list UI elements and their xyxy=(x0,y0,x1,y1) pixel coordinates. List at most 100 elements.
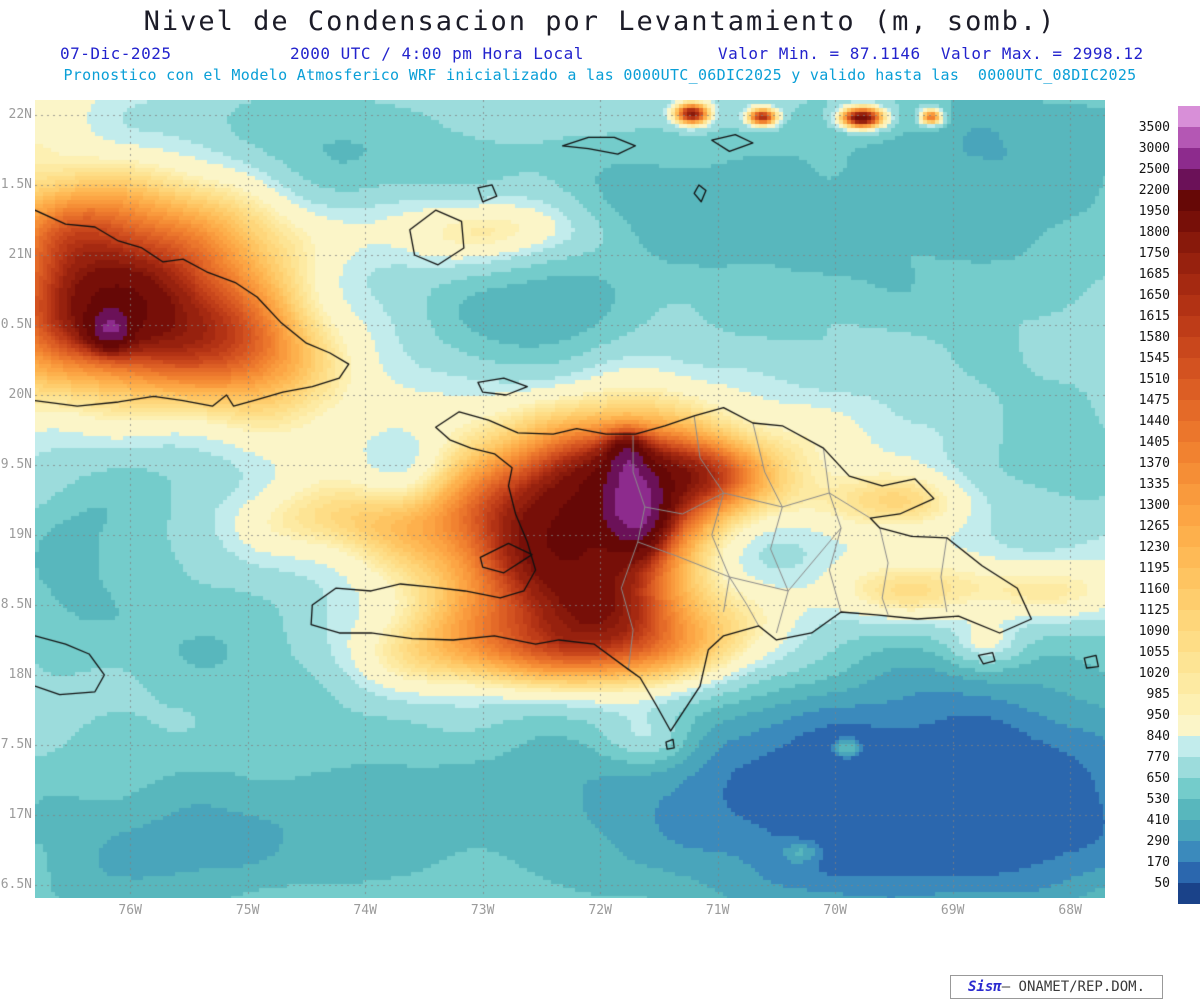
colorbar-cell xyxy=(1178,379,1200,400)
model-run-line: Pronostico con el Modelo Atmosferico WRF… xyxy=(63,66,1137,84)
colorbar-label: 650 xyxy=(1146,771,1170,786)
colorbar-cell xyxy=(1178,757,1200,778)
colorbar-label: 3000 xyxy=(1138,141,1170,156)
colorbar-label: 1300 xyxy=(1138,498,1170,513)
y-tick-label: 21N xyxy=(8,246,32,262)
colorbar-label: 530 xyxy=(1146,792,1170,807)
colorbar-cell xyxy=(1178,547,1200,568)
x-tick-label: 75W xyxy=(235,903,260,918)
colorbar-label: 1265 xyxy=(1138,519,1170,534)
colorbar-label: 1580 xyxy=(1138,330,1170,345)
y-tick-label: 22N xyxy=(8,106,32,122)
y-tick-label: 17N xyxy=(8,806,32,822)
colorbar-label: 1475 xyxy=(1138,393,1170,408)
colorbar-cell xyxy=(1178,526,1200,547)
colorbar-cell xyxy=(1178,253,1200,274)
watermark-suffix: — ONAMET/REP.DOM. xyxy=(1001,979,1145,995)
colorbar-cell xyxy=(1178,568,1200,589)
colorbar-label: 1020 xyxy=(1138,666,1170,681)
colorbar-label: 1230 xyxy=(1138,540,1170,555)
colorbar-cell xyxy=(1178,106,1200,127)
colorbar-cell xyxy=(1178,232,1200,253)
colorbar-cell xyxy=(1178,883,1200,904)
colorbar-cell xyxy=(1178,841,1200,862)
colorbar-cell xyxy=(1178,652,1200,673)
y-tick-label: 0.5N xyxy=(0,316,32,332)
colorbar-cell xyxy=(1178,211,1200,232)
colorbar-label: 950 xyxy=(1146,708,1170,723)
colorbar-cell xyxy=(1178,127,1200,148)
colorbar-cell xyxy=(1178,736,1200,757)
colorbar-label: 410 xyxy=(1146,813,1170,828)
colorbar-cell xyxy=(1178,799,1200,820)
y-tick-label: 1.5N xyxy=(0,176,32,192)
colorbar-label: 1685 xyxy=(1138,267,1170,282)
colorbar-label: 1800 xyxy=(1138,225,1170,240)
colorbar-label: 1510 xyxy=(1138,372,1170,387)
colorbar-label: 770 xyxy=(1146,750,1170,765)
colorbar-label: 170 xyxy=(1146,855,1170,870)
watermark: Sisπ — ONAMET/REP.DOM. xyxy=(950,975,1163,999)
colorbar-cell xyxy=(1178,715,1200,736)
colorbar-cell xyxy=(1178,610,1200,631)
colorbar-label: 1160 xyxy=(1138,582,1170,597)
colorbar-cell xyxy=(1178,400,1200,421)
y-tick-label: 9.5N xyxy=(0,456,32,472)
colorbar-label: 1650 xyxy=(1138,288,1170,303)
value-max-label: Valor Max. = 2998.12 xyxy=(940,44,1144,63)
colorbar-cell xyxy=(1178,505,1200,526)
y-tick-label: 7.5N xyxy=(0,736,32,752)
colorbar-cell xyxy=(1178,190,1200,211)
colorbar-cell xyxy=(1178,778,1200,799)
colorbar-cell xyxy=(1178,442,1200,463)
page-title: Nivel de Condensacion por Levantamiento … xyxy=(143,6,1057,37)
x-tick-label: 74W xyxy=(353,903,377,918)
colorbar-cell xyxy=(1178,316,1200,337)
x-tick-label: 70W xyxy=(823,903,847,918)
colorbar-label: 1440 xyxy=(1138,414,1170,429)
colorbar-label: 2500 xyxy=(1138,162,1170,177)
map-area: Sisπ — ONAMET/REP.DOM. xyxy=(35,100,1163,999)
colorbar-label: 1195 xyxy=(1138,561,1170,576)
header-line: 07-Dic-2025 2000 UTC / 4:00 pm Hora Loca… xyxy=(0,44,1200,64)
value-min-label: Valor Min. = 87.1146 xyxy=(718,44,921,63)
colorbar-label: 1090 xyxy=(1138,624,1170,639)
colorbar xyxy=(1178,106,1200,904)
colorbar-label: 1055 xyxy=(1138,645,1170,660)
y-tick-label: 19N xyxy=(8,526,32,542)
colorbar-cell xyxy=(1178,631,1200,652)
x-tick-label: 69W xyxy=(940,903,965,918)
colorbar-label: 2200 xyxy=(1138,183,1170,198)
colorbar-cell xyxy=(1178,295,1200,316)
colorbar-label: 50 xyxy=(1154,876,1170,891)
colorbar-label: 1950 xyxy=(1138,204,1170,219)
colorbar-label: 985 xyxy=(1146,687,1170,702)
forecast-date: 07-Dic-2025 xyxy=(60,44,172,63)
colorbar-label: 1335 xyxy=(1138,477,1170,492)
weather-map-page: { "title": "Nivel de Condensacion por Le… xyxy=(0,6,1200,999)
x-tick-label: 68W xyxy=(1058,903,1082,918)
colorbar-cell xyxy=(1178,589,1200,610)
y-tick-label: 20N xyxy=(8,386,32,402)
map-canvas xyxy=(35,100,1105,898)
watermark-brand: Sisπ xyxy=(967,979,1002,995)
y-tick-label: 18N xyxy=(8,666,32,682)
colorbar-cell xyxy=(1178,820,1200,841)
colorbar-cell xyxy=(1178,862,1200,883)
colorbar-label: 840 xyxy=(1146,729,1170,744)
colorbar-label: 290 xyxy=(1146,834,1170,849)
colorbar-cell xyxy=(1178,169,1200,190)
minmax-gap xyxy=(921,44,941,63)
x-tick-label: 73W xyxy=(470,903,495,918)
colorbar-label: 1405 xyxy=(1138,435,1170,450)
x-tick-label: 72W xyxy=(588,903,612,918)
colorbar-cell xyxy=(1178,484,1200,505)
forecast-time: 2000 UTC / 4:00 pm Hora Local xyxy=(290,44,584,63)
colorbar-cell xyxy=(1178,673,1200,694)
colorbar-label: 1370 xyxy=(1138,456,1170,471)
colorbar-label: 1545 xyxy=(1138,351,1170,366)
colorbar-label: 1615 xyxy=(1138,309,1170,324)
colorbar-cell xyxy=(1178,148,1200,169)
colorbar-cell xyxy=(1178,421,1200,442)
y-tick-label: 6.5N xyxy=(0,876,32,892)
